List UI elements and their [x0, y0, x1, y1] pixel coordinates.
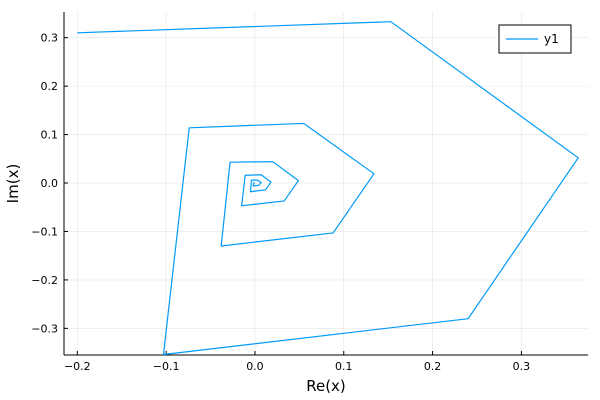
x-tick-label: −0.2 [64, 360, 91, 373]
y-tick-label: 0.2 [41, 80, 59, 93]
x-tick-label: −0.1 [153, 360, 180, 373]
axes [63, 12, 588, 356]
grid [64, 12, 588, 355]
y-tick-label: 0.0 [41, 177, 59, 190]
y-tick-label: −0.3 [31, 322, 58, 335]
x-tick-label: 0.1 [335, 360, 353, 373]
legend-label: y1 [544, 32, 559, 46]
plot-area [77, 21, 579, 356]
y-tick-label: −0.1 [31, 225, 58, 238]
x-tick-label: 0.3 [513, 360, 531, 373]
y-axis-title: Im(x) [4, 164, 22, 204]
y-tick-label: 0.1 [41, 129, 59, 142]
legend: y1 [498, 24, 572, 54]
ticks: −0.2 −0.1 0.0 0.1 0.2 0.3 −0.3 −0.2 −0.1 0.0 0.1 0.… [31, 32, 530, 373]
x-tick-label: 0.2 [424, 360, 442, 373]
y-tick-label: −0.2 [31, 274, 58, 287]
y-tick-label: 0.3 [41, 32, 59, 45]
x-axis-title: Re(x) [306, 377, 346, 395]
x-tick-label: 0.0 [246, 360, 264, 373]
series-line [77, 21, 579, 356]
